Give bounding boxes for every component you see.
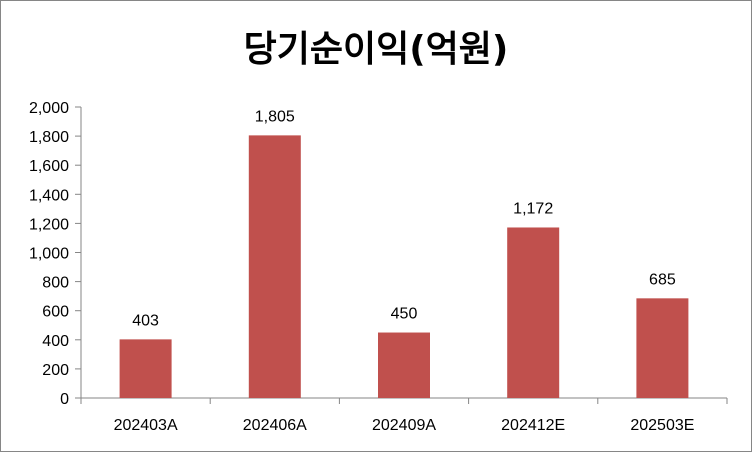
y-tick-label: 1,400 xyxy=(29,187,69,204)
x-category-label: 202412E xyxy=(501,417,565,434)
y-tick-label: 1,200 xyxy=(29,216,69,233)
y-tick-label: 0 xyxy=(60,391,69,408)
y-tick-label: 1,000 xyxy=(29,246,69,263)
y-tick-label: 1,800 xyxy=(29,129,69,146)
bar xyxy=(378,332,430,398)
x-category-label: 202403A xyxy=(114,417,178,434)
x-category-label: 202409A xyxy=(372,417,436,434)
data-label: 685 xyxy=(649,271,676,288)
y-tick-label: 200 xyxy=(42,362,69,379)
y-tick-label: 400 xyxy=(42,333,69,350)
data-label: 1,172 xyxy=(513,200,553,217)
bar xyxy=(119,339,172,398)
data-label: 403 xyxy=(132,312,159,329)
y-tick-label: 600 xyxy=(42,304,69,321)
y-tick-label: 1,600 xyxy=(29,158,69,175)
x-category-label: 202503E xyxy=(630,417,694,434)
bar xyxy=(248,135,301,398)
y-tick-label: 2,000 xyxy=(29,100,69,117)
bar xyxy=(507,227,560,398)
y-tick-label: 800 xyxy=(42,275,69,292)
chart-title: 당기순이익(억원) xyxy=(243,29,509,70)
data-label: 1,805 xyxy=(255,108,295,125)
x-category-label: 202406A xyxy=(243,417,307,434)
bar xyxy=(636,298,689,398)
data-label: 450 xyxy=(391,306,418,323)
